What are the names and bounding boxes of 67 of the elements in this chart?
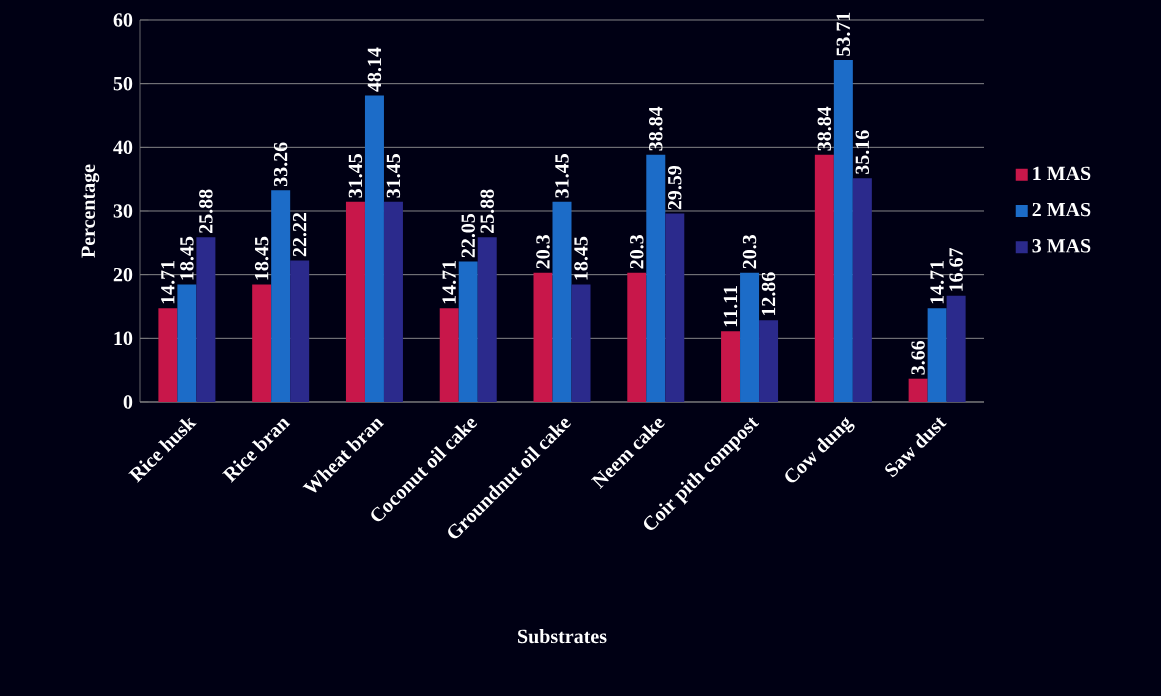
bar [290, 260, 310, 402]
data-label: 25.88 [199, 189, 213, 233]
data-label: 12.86 [761, 272, 776, 316]
data-label: 29.59 [668, 165, 682, 210]
data-label: 14.71 [930, 260, 944, 304]
bar [740, 272, 760, 402]
bar [458, 261, 478, 402]
data-label: 18.45 [180, 236, 194, 280]
data-label: 18.45 [254, 236, 269, 280]
data-label: 18.45 [574, 236, 588, 280]
bar [271, 190, 291, 402]
bar [552, 201, 572, 402]
data-label: 31.45 [348, 154, 363, 198]
legend-label: 2 MAS [1032, 202, 1091, 217]
bar [814, 154, 834, 402]
data-label: 35.16 [855, 130, 870, 174]
data-label: 20.3 [536, 235, 550, 269]
data-label: 48.14 [367, 47, 382, 92]
bar [533, 272, 553, 402]
y-tick-label: 10 [114, 331, 133, 346]
data-label: 20.3 [629, 235, 644, 269]
bar [364, 95, 384, 402]
data-label: 22.05 [461, 213, 476, 258]
bar [439, 308, 459, 402]
y-tick-label: 20 [113, 267, 133, 282]
data-label: 14.71 [161, 260, 175, 304]
bar [927, 308, 947, 402]
data-label: 33.26 [273, 142, 288, 187]
bar [252, 284, 272, 402]
bar [196, 237, 216, 402]
bar [946, 295, 966, 402]
y-tick-label: 0 [123, 395, 133, 409]
bar [158, 308, 178, 402]
bar [833, 60, 853, 402]
x-axis-title: Substrates [518, 629, 607, 644]
data-label: 38.84 [648, 106, 663, 151]
bar [646, 154, 666, 402]
bar [627, 272, 647, 402]
data-label: 22.22 [292, 212, 307, 257]
data-label: 20.3 [742, 235, 757, 269]
bar [383, 201, 403, 402]
data-label: 53.71 [836, 12, 851, 56]
bar [908, 378, 928, 402]
bar [721, 331, 741, 402]
data-label: 16.67 [949, 247, 963, 291]
data-label: 31.45 [555, 154, 569, 198]
y-tick-label: 30 [113, 204, 133, 218]
bar [852, 178, 872, 402]
bar [177, 284, 197, 402]
bar [571, 284, 591, 402]
data-label: 11.11 [723, 286, 738, 327]
data-label: 38.84 [817, 106, 832, 151]
legend-label: 3 MAS [1032, 239, 1091, 253]
data-label: 31.45 [386, 154, 401, 198]
bar [477, 237, 497, 402]
bar [665, 213, 685, 402]
legend-label: 1 MAS [1033, 166, 1091, 181]
data-label: 3.66 [911, 340, 925, 375]
y-tick-label: 50 [113, 76, 133, 91]
data-label: 14.71 [442, 260, 456, 304]
y-axis-title: Percentage [81, 164, 100, 258]
data-label: 25.88 [480, 189, 495, 233]
bar [759, 320, 779, 402]
x-tick-label: Saw dust [885, 417, 947, 478]
bar [345, 201, 365, 402]
y-tick-label: 60 [113, 13, 133, 27]
y-tick-label: 40 [113, 140, 133, 155]
